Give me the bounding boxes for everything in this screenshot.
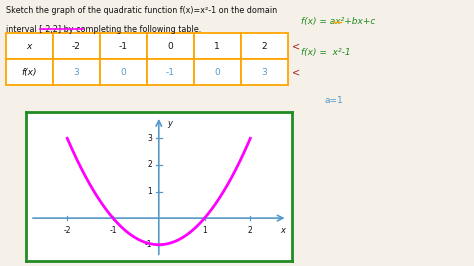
Text: -2: -2 [72,42,81,51]
Text: f(x) = ax²+bx+c: f(x) = ax²+bx+c [301,17,375,26]
Text: 0: 0 [120,68,126,77]
Text: 3: 3 [147,134,152,143]
Text: 0: 0 [167,42,173,51]
Text: Sketch the graph of the quadratic function f(x)=x²-1 on the domain: Sketch the graph of the quadratic functi… [6,6,277,15]
Text: -1: -1 [145,240,152,249]
Text: -1: -1 [109,226,117,235]
Text: 2: 2 [147,160,152,169]
Text: f(x): f(x) [21,68,37,77]
Text: 0: 0 [214,68,220,77]
Text: 1: 1 [202,226,207,235]
Text: interval [-2,2] by completing the following table.: interval [-2,2] by completing the follow… [6,25,201,34]
Text: <: < [292,67,300,77]
Text: 2: 2 [261,42,267,51]
Text: -1: -1 [118,42,128,51]
Text: -1: -1 [166,68,175,77]
Text: x: x [27,42,32,51]
Text: 1: 1 [147,187,152,196]
Text: f(x) =  x²-1: f(x) = x²-1 [301,48,351,57]
Text: -2: -2 [64,226,71,235]
Text: 1: 1 [214,42,220,51]
Text: y: y [167,119,172,128]
Text: 2: 2 [248,226,253,235]
Text: 3: 3 [73,68,79,77]
Text: a=1: a=1 [325,96,344,105]
Text: <: < [292,41,300,51]
Text: 3: 3 [261,68,267,77]
Text: x: x [280,226,285,235]
